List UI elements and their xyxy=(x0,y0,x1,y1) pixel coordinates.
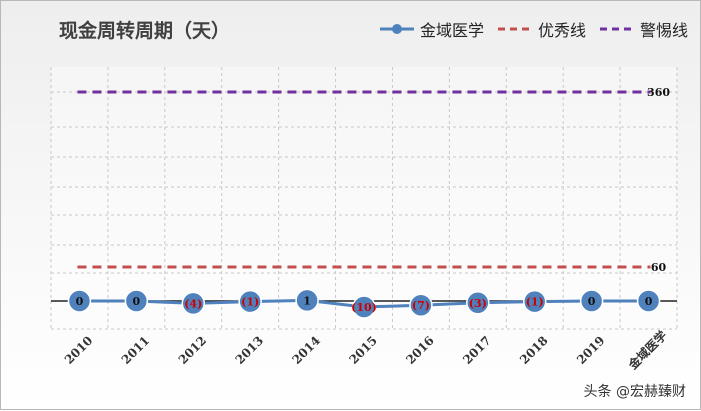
x-tick-label: 2012 xyxy=(176,333,210,367)
x-tick-label: 2011 xyxy=(119,333,153,367)
legend-item-excellent: 优秀线 xyxy=(497,17,586,41)
series-point xyxy=(522,289,547,314)
legend-warning-marker xyxy=(599,27,634,31)
legend-warning-label: 警惕线 xyxy=(639,21,688,40)
data-label: 0 xyxy=(76,295,84,308)
data-label: 1 xyxy=(303,294,311,307)
data-label: 0 xyxy=(133,295,141,308)
x-tick-label: 2019 xyxy=(574,333,608,367)
series-point xyxy=(352,295,376,319)
plot-background xyxy=(51,67,677,331)
data-label: 0 xyxy=(588,295,596,308)
excellent-line-label: 60 xyxy=(651,261,667,274)
series-point xyxy=(181,291,206,316)
legend-item-series: 金域医学 xyxy=(379,17,484,41)
series-point xyxy=(124,289,149,313)
data-label: (10) xyxy=(351,301,377,314)
chart-title: 现金周转周期（天） xyxy=(59,20,231,42)
data-label: (4) xyxy=(184,297,202,310)
x-tick-label: 2017 xyxy=(460,333,494,367)
x-tick-label: 2014 xyxy=(290,333,324,367)
legend-item-warning: 警惕线 xyxy=(599,17,688,41)
series-point xyxy=(466,291,490,315)
legend-excellent-label: 优秀线 xyxy=(537,21,586,40)
series-point xyxy=(579,289,604,313)
x-tick-label: 2018 xyxy=(517,333,551,367)
series-point xyxy=(238,289,262,314)
series-point xyxy=(67,289,92,313)
chart-legend: 金域医学 优秀线 警惕线 xyxy=(379,17,688,41)
series-point xyxy=(409,293,433,317)
x-tick-label: 2010 xyxy=(62,333,96,367)
series-point xyxy=(636,289,661,313)
watermark: 头条 @宏赫臻财 xyxy=(583,384,686,400)
legend-series-label: 金域医学 xyxy=(419,21,484,40)
data-label: (7) xyxy=(412,299,430,312)
warning-line-label: 360 xyxy=(647,86,670,99)
data-label: (3) xyxy=(469,297,487,310)
legend-excellent-marker xyxy=(497,27,532,31)
x-tick-label: 2016 xyxy=(403,333,437,367)
x-tick-label: 金域医学 xyxy=(624,328,669,373)
data-label: 0 xyxy=(645,295,653,308)
data-label: (1) xyxy=(241,296,259,309)
legend-series-marker xyxy=(379,24,414,34)
x-tick-label: 2015 xyxy=(346,333,380,367)
series-point xyxy=(295,288,319,313)
x-tick-label: 2013 xyxy=(233,333,267,367)
data-label: (1) xyxy=(526,296,544,309)
